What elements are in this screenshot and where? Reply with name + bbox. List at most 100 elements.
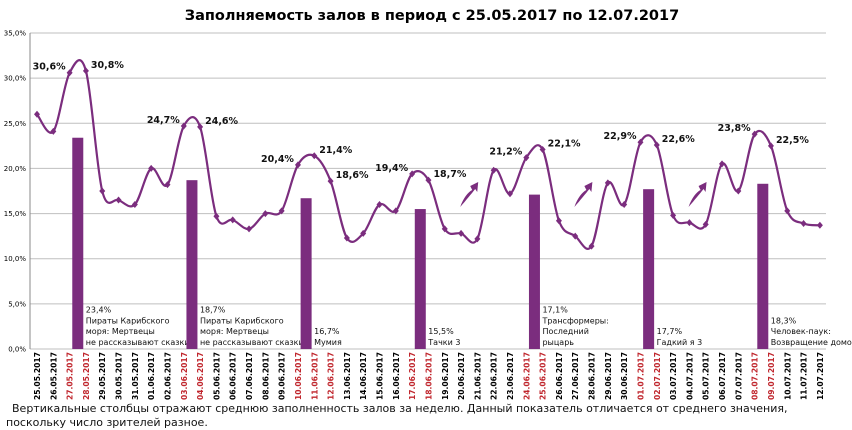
- data-point-marker: [441, 225, 448, 233]
- y-tick-label: 5,0%: [8, 300, 26, 308]
- x-tick-label: 06.06.2017: [229, 352, 238, 400]
- data-label: 21,4%: [319, 145, 352, 156]
- data-label: 18,6%: [336, 170, 369, 181]
- bar-value-label: 23,4%: [86, 306, 112, 315]
- x-tick-label: 28.05.2017: [82, 352, 91, 400]
- data-point-marker: [50, 127, 57, 135]
- data-point-marker: [816, 221, 823, 229]
- x-tick-label: 21.06.2017: [473, 352, 482, 400]
- x-tick-label: 11.07.2017: [800, 352, 809, 400]
- x-tick-label: 30.06.2017: [620, 352, 629, 400]
- data-point-marker: [490, 166, 497, 174]
- x-tick-label: 27.05.2017: [66, 352, 75, 400]
- data-point-marker: [686, 219, 693, 227]
- x-tick-label: 24.06.2017: [522, 352, 531, 400]
- chart-title: Заполняемость залов в период с 25.05.201…: [185, 8, 679, 24]
- bar-value-label: 15,5%: [428, 327, 454, 336]
- x-tick-label: 05.07.2017: [702, 352, 711, 400]
- data-point-marker: [523, 154, 530, 162]
- x-tick-label: 03.07.2017: [669, 352, 678, 400]
- x-tick-label: 22.06.2017: [490, 352, 499, 400]
- data-point-marker: [670, 211, 677, 219]
- data-point-marker: [180, 122, 187, 130]
- x-tick-label: 02.06.2017: [163, 352, 172, 400]
- data-point-marker: [539, 145, 546, 153]
- data-label: 24,7%: [147, 115, 180, 126]
- bar-movie-label: Возвращение домой: [771, 338, 852, 347]
- bar-movie-label: Тачки 3: [427, 338, 460, 347]
- data-label: 22,6%: [662, 134, 695, 145]
- data-point-marker: [751, 130, 758, 138]
- data-point-marker: [376, 201, 383, 209]
- x-tick-label: 23.06.2017: [506, 352, 515, 400]
- data-label: 20,4%: [261, 154, 294, 165]
- bar-value-label: 16,7%: [314, 327, 340, 336]
- data-label: 22,1%: [548, 138, 581, 149]
- data-point-marker: [294, 161, 301, 169]
- bar-movie-label: рыцарь: [542, 338, 574, 347]
- data-point-marker: [458, 229, 465, 237]
- bar-value-label: 17,1%: [542, 306, 568, 315]
- data-point-marker: [784, 207, 791, 215]
- x-tick-label: 07.07.2017: [734, 352, 743, 400]
- data-point-marker: [409, 170, 416, 178]
- data-label: 30,8%: [91, 60, 124, 71]
- x-tick-label: 14.06.2017: [359, 352, 368, 400]
- data-point-marker: [702, 220, 709, 228]
- data-point-marker: [311, 152, 318, 160]
- x-tick-label: 10.07.2017: [783, 352, 792, 400]
- footnote: Вертикальные столбцы отражают среднюю за…: [6, 402, 788, 429]
- data-point-marker: [767, 142, 774, 150]
- data-point-marker: [360, 229, 367, 237]
- x-tick-label: 01.06.2017: [147, 352, 156, 400]
- x-tick-label: 26.06.2017: [555, 352, 564, 400]
- bar-movie-label: Последний: [542, 327, 589, 336]
- x-tick-label: 29.05.2017: [98, 352, 107, 400]
- data-point-marker: [653, 141, 660, 149]
- x-tick-label: 05.06.2017: [212, 352, 221, 400]
- up-arrow-icon: [460, 182, 479, 207]
- x-tick-label: 15.06.2017: [376, 352, 385, 400]
- bar-movie-label: Мумия: [314, 338, 342, 347]
- data-point-marker: [131, 201, 138, 209]
- x-tick-label: 30.05.2017: [115, 352, 124, 400]
- data-point-marker: [735, 187, 742, 195]
- x-tick-label: 08.07.2017: [751, 352, 760, 400]
- x-tick-label: 27.06.2017: [571, 352, 580, 400]
- data-label: 23,8%: [718, 123, 751, 134]
- x-tick-label: 20.06.2017: [457, 352, 466, 400]
- x-tick-label: 17.06.2017: [408, 352, 417, 400]
- data-point-marker: [262, 210, 269, 218]
- weekly-bar: [300, 198, 312, 349]
- data-point-marker: [572, 232, 579, 240]
- weekly-bar: [414, 209, 426, 349]
- data-point-marker: [229, 216, 236, 224]
- data-point-marker: [164, 181, 171, 189]
- data-point-marker: [555, 217, 562, 225]
- data-label: 24,6%: [205, 116, 238, 127]
- x-tick-label: 10.06.2017: [294, 352, 303, 400]
- data-point-marker: [213, 212, 220, 220]
- x-tick-label: 16.06.2017: [392, 352, 401, 400]
- x-tick-label: 07.06.2017: [245, 352, 254, 400]
- data-point-marker: [621, 201, 628, 209]
- data-point-marker: [327, 177, 334, 185]
- x-tick-label: 09.07.2017: [767, 352, 776, 400]
- data-point-marker: [588, 242, 595, 250]
- y-tick-label: 20,0%: [4, 165, 27, 173]
- x-tick-label: 12.07.2017: [816, 352, 825, 400]
- data-point-marker: [474, 235, 481, 243]
- bar-movie-label: Гадкий я 3: [657, 338, 703, 347]
- y-tick-label: 35,0%: [4, 30, 27, 38]
- x-tick-label: 04.06.2017: [196, 352, 205, 400]
- data-point-marker: [115, 196, 122, 204]
- up-arrow-icon: [688, 182, 707, 207]
- up-arrow-icon: [574, 182, 593, 207]
- x-tick-label: 26.05.2017: [49, 352, 58, 400]
- y-tick-label: 25,0%: [4, 120, 27, 128]
- weekly-bar: [186, 180, 198, 349]
- data-point-marker: [246, 225, 253, 233]
- data-point-marker: [506, 190, 513, 198]
- weekly-bar: [757, 183, 769, 349]
- data-label: 22,5%: [776, 135, 809, 146]
